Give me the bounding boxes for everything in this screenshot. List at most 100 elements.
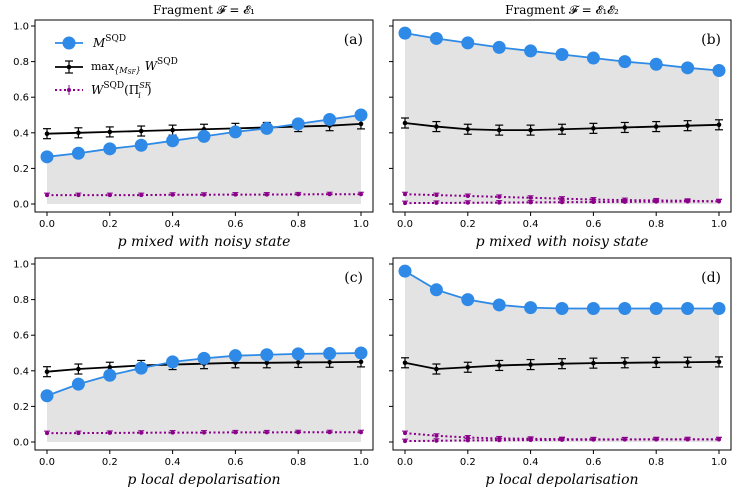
series-wt-line <box>47 193 361 197</box>
m-point <box>354 108 368 122</box>
wt-point <box>497 438 502 443</box>
x-axis-label: p local depolarisation <box>127 472 280 488</box>
m-point <box>618 302 632 315</box>
panel-label: (a) <box>344 32 363 48</box>
m-point <box>712 64 726 77</box>
x-tick-label: 0.4 <box>165 457 181 468</box>
x-tick-label: 0.6 <box>227 219 243 230</box>
legend-w-label: max{MSF} WSQD <box>91 57 178 76</box>
w-point <box>528 362 533 367</box>
m-point <box>524 301 538 315</box>
x-tick-label: 0.8 <box>290 457 306 468</box>
w-point <box>591 126 596 131</box>
wt-point <box>327 192 332 197</box>
y-tick-label: 0.2 <box>13 402 29 413</box>
w-point <box>559 361 565 366</box>
wt-point <box>685 437 690 442</box>
wt-point <box>622 199 627 204</box>
w-point <box>591 360 596 366</box>
y-tick-label: 0.6 <box>13 331 29 342</box>
w-point <box>496 127 502 133</box>
m-point <box>555 47 569 61</box>
wt-point <box>76 193 81 198</box>
y-tick-label: 0.6 <box>13 93 29 104</box>
w-point <box>716 122 722 128</box>
w-point <box>496 363 502 368</box>
wt-point <box>403 192 407 197</box>
m-point <box>166 134 180 148</box>
w-point <box>528 127 533 133</box>
wt-point <box>139 430 144 435</box>
x-tick-label: 0.8 <box>648 457 664 468</box>
wt-point <box>45 431 49 436</box>
w-point <box>434 366 439 372</box>
m-point <box>461 36 475 50</box>
wt-point <box>403 201 407 206</box>
panel-label: (b) <box>701 32 721 48</box>
x-tick-label: 0.8 <box>648 219 664 230</box>
y-tick-label: 0.4 <box>13 128 29 139</box>
wt-point <box>528 195 533 200</box>
shaded-region <box>405 271 719 442</box>
wt-point <box>76 431 81 436</box>
legend-w-marker <box>66 64 72 70</box>
wt-point <box>591 200 596 205</box>
w-point <box>44 369 50 374</box>
legend-wt-label: WSQD(ΠSF i) <box>91 81 152 100</box>
m-point <box>260 121 274 135</box>
legend-m-marker <box>62 36 76 50</box>
w-point <box>653 360 659 365</box>
x-tick-label: 1.0 <box>711 457 727 468</box>
wt-point <box>296 430 301 435</box>
y-tick-label: 1.0 <box>13 260 29 271</box>
wt-point <box>434 433 439 438</box>
m-point <box>197 129 211 143</box>
shaded-region <box>47 353 361 442</box>
wt-point <box>465 438 470 443</box>
w-point <box>402 120 408 126</box>
wt-point <box>45 193 49 198</box>
w-point <box>358 359 364 365</box>
wt-point <box>107 193 112 198</box>
y-tick-label: 0.8 <box>13 57 29 68</box>
x-tick-label: 0.4 <box>165 219 181 230</box>
y-tick-label: 0.8 <box>13 295 29 306</box>
wt-point <box>296 192 301 197</box>
m-point <box>649 57 663 71</box>
x-tick-label: 0.2 <box>460 457 476 468</box>
m-point <box>71 377 85 391</box>
x-tick-label: 0.0 <box>397 457 413 468</box>
panel-d: 0.0 0.2 0.4 0.6 0.8 1.0 p local depolarisation… <box>389 257 732 488</box>
w-point <box>465 364 471 370</box>
series-wt-line <box>404 200 720 205</box>
m-point <box>492 40 506 54</box>
wt-point <box>403 439 407 444</box>
x-tick-label: 1.0 <box>353 457 369 468</box>
shaded-region <box>405 33 719 205</box>
x-tick-label: 0.4 <box>523 457 539 468</box>
panel-label: (c) <box>344 270 363 286</box>
wt-point <box>434 200 439 205</box>
x-tick-label: 0.6 <box>227 457 243 468</box>
m-point <box>40 150 54 164</box>
w-point <box>264 360 270 366</box>
wt-point <box>560 200 564 205</box>
m-point <box>103 142 117 156</box>
wt-point <box>403 431 407 436</box>
wt-point <box>233 192 238 197</box>
m-point <box>618 55 632 69</box>
m-point <box>228 349 242 363</box>
m-point <box>71 146 85 160</box>
wt-point <box>465 193 470 198</box>
m-point <box>197 351 211 365</box>
wt-point <box>202 192 206 197</box>
panel-a: 0.0 0.2 0.4 0.6 0.8 1.0 0.0 0.2 0.4 0.6 0.8 1.0 p mi… <box>13 19 374 250</box>
axes-frame <box>392 19 732 213</box>
x-tick-label: 1.0 <box>711 219 727 230</box>
wt-point <box>528 438 533 443</box>
m-point <box>166 355 180 369</box>
column-title-1: Fragment 𝓕 = 𝓔₁ <box>153 3 255 17</box>
x-axis-label: p mixed with noisy state <box>476 234 649 250</box>
x-tick-label: 0.0 <box>397 219 413 230</box>
m-point <box>323 112 337 126</box>
